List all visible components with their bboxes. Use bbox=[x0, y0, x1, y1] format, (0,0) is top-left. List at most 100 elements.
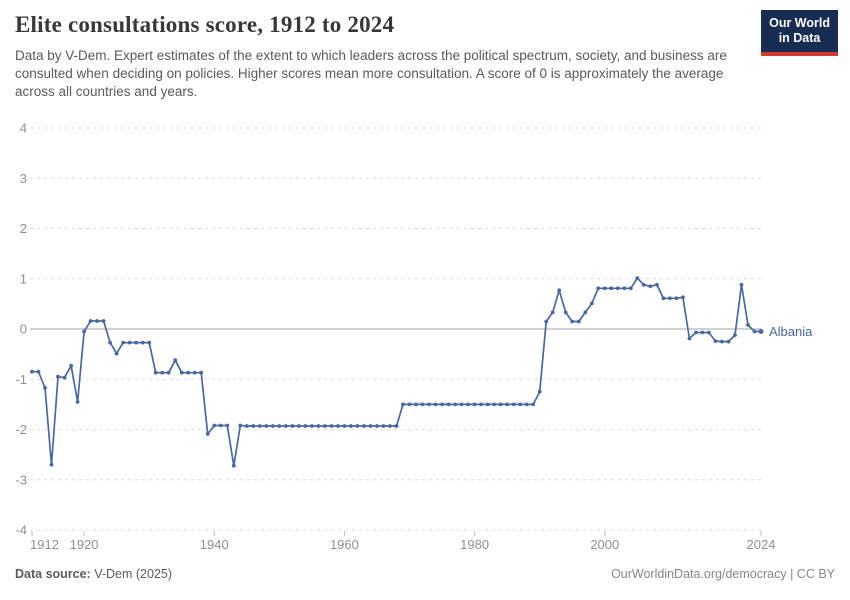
data-point bbox=[596, 286, 601, 291]
data-point bbox=[700, 330, 705, 335]
x-tick-label: 2024 bbox=[747, 537, 776, 552]
data-point bbox=[563, 310, 568, 315]
page-title: Elite consultations score, 1912 to 2024 bbox=[15, 12, 395, 37]
data-point bbox=[192, 370, 197, 375]
y-tick-label: -1 bbox=[15, 372, 27, 387]
x-tick-label: 2000 bbox=[590, 537, 619, 552]
data-point bbox=[30, 369, 34, 374]
data-point bbox=[381, 424, 386, 428]
data-point bbox=[323, 424, 327, 428]
y-axis: 4 3 2 1 0 -1 -2 -3 -4 bbox=[15, 121, 27, 538]
x-axis: 1912 1920 1940 1960 1980 2000 2024 bbox=[30, 531, 775, 552]
data-point bbox=[453, 402, 457, 407]
data-source-value: V-Dem (2025) bbox=[90, 567, 173, 581]
data-point bbox=[342, 424, 347, 428]
y-tick-label: -4 bbox=[15, 523, 27, 538]
data-point bbox=[49, 462, 54, 467]
data-point bbox=[511, 402, 516, 407]
data-point bbox=[36, 369, 41, 374]
data-point bbox=[472, 402, 477, 407]
data-point bbox=[218, 423, 223, 428]
data-series: Albania bbox=[30, 276, 813, 468]
data-point bbox=[362, 424, 366, 428]
owid-logo-line1: Our World bbox=[769, 16, 830, 30]
data-point bbox=[160, 370, 165, 375]
data-point bbox=[349, 424, 353, 428]
data-point bbox=[388, 424, 392, 428]
license-link[interactable]: OurWorldinData.org/democracy | CC BY bbox=[611, 567, 835, 581]
data-point bbox=[225, 423, 230, 428]
data-point bbox=[674, 296, 679, 301]
data-point bbox=[446, 402, 451, 407]
data-point bbox=[635, 276, 640, 281]
data-point bbox=[127, 340, 132, 345]
data-point bbox=[316, 424, 321, 428]
data-point bbox=[576, 319, 581, 324]
data-point bbox=[238, 423, 243, 428]
data-point bbox=[655, 282, 659, 287]
y-tick-label: 1 bbox=[20, 271, 27, 286]
data-point bbox=[622, 286, 627, 291]
data-point bbox=[140, 340, 145, 345]
data-point bbox=[589, 301, 594, 306]
data-point bbox=[537, 389, 542, 394]
data-point bbox=[329, 424, 334, 428]
data-point bbox=[713, 339, 718, 343]
data-point bbox=[179, 370, 184, 375]
y-tick-label: 0 bbox=[20, 322, 27, 337]
data-point bbox=[681, 295, 685, 300]
data-point bbox=[303, 424, 308, 428]
data-point bbox=[56, 374, 60, 379]
data-point bbox=[43, 385, 47, 390]
data-point bbox=[498, 402, 503, 407]
data-source-text: Data source: V-Dem (2025) bbox=[15, 567, 172, 581]
data-point bbox=[518, 402, 523, 407]
data-point bbox=[615, 286, 620, 291]
chart-footer: Data source: V-Dem (2025) OurWorldinData… bbox=[15, 567, 835, 581]
data-point bbox=[726, 339, 731, 344]
data-point bbox=[433, 402, 438, 407]
data-point bbox=[375, 424, 379, 428]
y-tick-label: 3 bbox=[20, 171, 27, 186]
y-tick-label: -2 bbox=[15, 422, 27, 437]
y-tick-label: 4 bbox=[20, 121, 27, 136]
data-point bbox=[661, 296, 666, 301]
data-point bbox=[121, 340, 125, 345]
owid-logo: Our World in Data bbox=[761, 10, 838, 56]
data-point bbox=[75, 400, 80, 404]
data-point bbox=[602, 286, 607, 291]
data-point bbox=[283, 424, 288, 428]
data-point bbox=[694, 330, 698, 335]
data-point bbox=[746, 323, 750, 327]
data-point bbox=[485, 402, 490, 407]
data-point bbox=[231, 463, 236, 468]
data-point bbox=[270, 424, 275, 428]
data-point bbox=[186, 370, 191, 375]
data-point bbox=[173, 358, 178, 363]
data-point bbox=[492, 402, 496, 407]
data-point bbox=[212, 423, 217, 428]
data-point bbox=[355, 424, 360, 428]
data-source-label: Data source: bbox=[15, 567, 91, 581]
x-tick-label: 1912 bbox=[30, 537, 59, 552]
data-point bbox=[570, 319, 575, 324]
chart-subtitle: Data by V-Dem. Expert estimates of the e… bbox=[15, 48, 727, 99]
data-point bbox=[401, 402, 405, 407]
data-point bbox=[88, 319, 93, 323]
x-tick-label: 1980 bbox=[460, 537, 489, 552]
data-point bbox=[752, 329, 757, 334]
data-point bbox=[641, 282, 646, 287]
data-point bbox=[69, 363, 73, 368]
data-point bbox=[134, 340, 139, 345]
data-point bbox=[251, 424, 256, 428]
data-point bbox=[427, 402, 431, 407]
data-point bbox=[544, 319, 549, 324]
data-point bbox=[648, 284, 653, 289]
y-tick-label: 2 bbox=[20, 221, 27, 236]
data-point bbox=[524, 402, 529, 407]
data-point bbox=[336, 424, 340, 428]
data-point bbox=[557, 288, 562, 293]
owid-logo-line2: in Data bbox=[778, 31, 821, 46]
data-point bbox=[277, 424, 282, 428]
data-point bbox=[609, 286, 614, 291]
